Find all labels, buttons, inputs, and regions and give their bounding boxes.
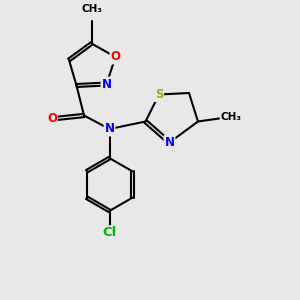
- Text: N: N: [164, 136, 175, 149]
- Text: CH₃: CH₃: [81, 4, 102, 14]
- Text: O: O: [110, 50, 121, 64]
- Text: N: N: [104, 122, 115, 136]
- Text: Cl: Cl: [102, 226, 117, 239]
- Text: N: N: [101, 77, 112, 91]
- Text: S: S: [155, 88, 163, 101]
- Text: O: O: [47, 112, 57, 125]
- Text: CH₃: CH₃: [220, 112, 242, 122]
